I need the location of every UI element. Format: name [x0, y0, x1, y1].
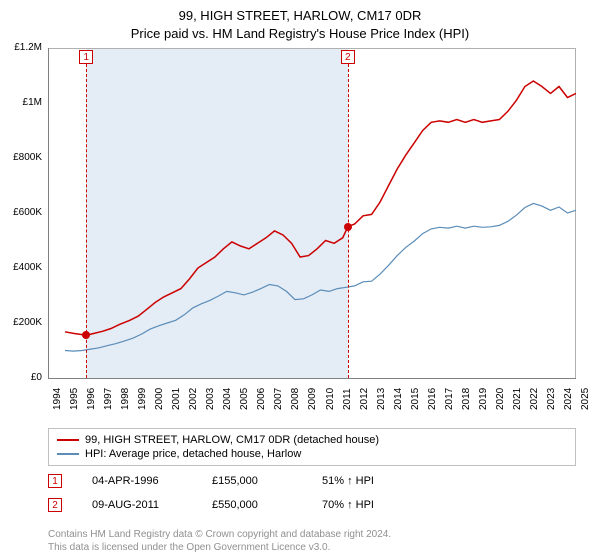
- series-line-hpi: [65, 203, 576, 351]
- x-tick-label: 2011: [342, 388, 353, 410]
- x-tick-label: 1999: [137, 388, 148, 410]
- sale-point-2: [344, 223, 352, 231]
- footer-line-1: Contains HM Land Registry data © Crown c…: [48, 528, 391, 541]
- sale-price-1: £155,000: [212, 475, 292, 487]
- chart-container: 99, HIGH STREET, HARLOW, CM17 0DR Price …: [0, 0, 600, 560]
- sale-marker-box-2: 2: [341, 50, 355, 64]
- x-tick-label: 2022: [529, 388, 540, 410]
- x-tick-label: 2005: [239, 388, 250, 410]
- x-tick-label: 2002: [188, 388, 199, 410]
- x-tick-label: 2019: [478, 388, 489, 410]
- x-tick-label: 2014: [393, 388, 404, 410]
- legend-item-hpi: HPI: Average price, detached house, Harl…: [57, 447, 567, 461]
- sale-date-2: 09-AUG-2011: [92, 499, 182, 511]
- x-tick-label: 2008: [290, 388, 301, 410]
- x-tick-label: 2016: [427, 388, 438, 410]
- x-tick-label: 1998: [120, 388, 131, 410]
- x-tick-label: 2010: [325, 388, 336, 410]
- y-tick-label: £1.2M: [2, 42, 42, 53]
- legend-swatch-hpi: [57, 453, 79, 455]
- x-tick-label: 2009: [307, 388, 318, 410]
- sale-price-2: £550,000: [212, 499, 292, 511]
- x-axis: [48, 378, 576, 379]
- chart-title-main: 99, HIGH STREET, HARLOW, CM17 0DR: [0, 0, 600, 23]
- legend-label-hpi: HPI: Average price, detached house, Harl…: [85, 448, 301, 460]
- y-tick-label: £200K: [2, 317, 42, 328]
- x-tick-label: 2004: [222, 388, 233, 410]
- x-tick-label: 2021: [512, 388, 523, 410]
- series-line-property: [65, 81, 576, 335]
- footer-attribution: Contains HM Land Registry data © Crown c…: [48, 528, 391, 554]
- y-tick-label: £800K: [2, 152, 42, 163]
- sale-pct-2: 70% ↑ HPI: [322, 499, 374, 511]
- x-tick-label: 2023: [546, 388, 557, 410]
- sale-row-1: 1 04-APR-1996 £155,000 51% ↑ HPI: [48, 474, 374, 488]
- y-tick-label: £600K: [2, 207, 42, 218]
- x-tick-label: 2020: [495, 388, 506, 410]
- sale-marker-1: 1: [48, 474, 62, 488]
- legend-item-property: 99, HIGH STREET, HARLOW, CM17 0DR (detac…: [57, 433, 567, 447]
- x-tick-label: 2001: [171, 388, 182, 410]
- sale-date-1: 04-APR-1996: [92, 475, 182, 487]
- sale-pct-1: 51% ↑ HPI: [322, 475, 374, 487]
- x-tick-label: 2025: [580, 388, 591, 410]
- x-tick-label: 2015: [410, 388, 421, 410]
- chart-lines-svg: [48, 48, 576, 378]
- x-tick-label: 1996: [86, 388, 97, 410]
- x-tick-label: 2013: [376, 388, 387, 410]
- y-tick-label: £400K: [2, 262, 42, 273]
- x-tick-label: 2018: [461, 388, 472, 410]
- up-arrow-icon: ↑: [347, 499, 353, 511]
- x-tick-label: 2006: [256, 388, 267, 410]
- y-tick-label: £0: [2, 372, 42, 383]
- x-tick-label: 1994: [52, 388, 63, 410]
- legend-swatch-property: [57, 439, 79, 441]
- x-tick-label: 2003: [205, 388, 216, 410]
- x-tick-label: 2017: [444, 388, 455, 410]
- legend-label-property: 99, HIGH STREET, HARLOW, CM17 0DR (detac…: [85, 434, 379, 446]
- x-tick-label: 2000: [154, 388, 165, 410]
- sale-marker-2: 2: [48, 498, 62, 512]
- x-tick-label: 1997: [103, 388, 114, 410]
- footer-line-2: This data is licensed under the Open Gov…: [48, 541, 391, 554]
- legend: 99, HIGH STREET, HARLOW, CM17 0DR (detac…: [48, 428, 576, 466]
- chart-title-sub: Price paid vs. HM Land Registry's House …: [0, 23, 600, 46]
- sale-marker-box-1: 1: [79, 50, 93, 64]
- x-tick-label: 2012: [359, 388, 370, 410]
- up-arrow-icon: ↑: [347, 475, 353, 487]
- sale-row-2: 2 09-AUG-2011 £550,000 70% ↑ HPI: [48, 498, 374, 512]
- x-tick-label: 2007: [273, 388, 284, 410]
- y-tick-label: £1M: [2, 97, 42, 108]
- sale-vline-2: [348, 64, 349, 378]
- x-tick-label: 1995: [69, 388, 80, 410]
- x-tick-label: 2024: [563, 388, 574, 410]
